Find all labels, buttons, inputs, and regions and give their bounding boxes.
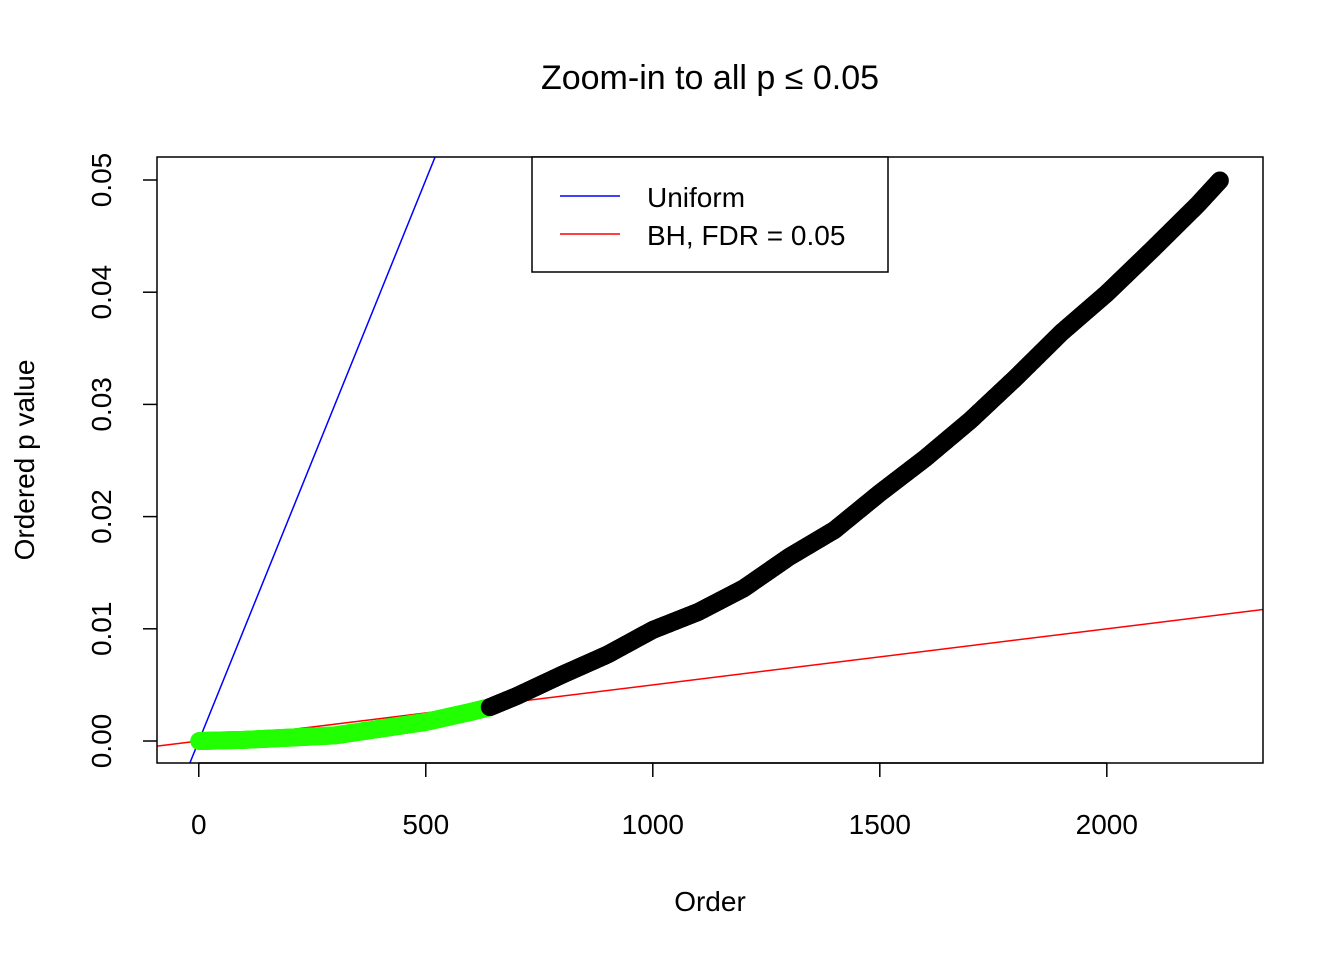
data-point <box>1210 171 1229 190</box>
chart-title: Zoom-in to all p ≤ 0.05 <box>541 59 879 97</box>
x-axis-label: Order <box>674 886 746 917</box>
x-axis: 0 500 1000 1500 2000 <box>191 762 1138 840</box>
x-tick-label: 1000 <box>622 809 684 840</box>
x-tick-label: 500 <box>402 809 449 840</box>
y-axis-label: Ordered p value <box>9 360 40 561</box>
legend-label-bh: BH, FDR = 0.05 <box>647 220 845 251</box>
y-axis: 0.00 0.01 0.02 0.03 0.04 0.05 <box>86 153 157 769</box>
reference-line-bh <box>157 608 1263 747</box>
data-points <box>190 171 1229 751</box>
x-tick-label: 2000 <box>1076 809 1138 840</box>
y-tick-label: 0.02 <box>86 489 117 544</box>
y-tick-label: 0.05 <box>86 153 117 208</box>
y-tick-label: 0.04 <box>86 265 117 320</box>
y-tick-label: 0.00 <box>86 714 117 769</box>
legend: Uniform BH, FDR = 0.05 <box>531 156 889 273</box>
y-tick-label: 0.01 <box>86 602 117 657</box>
legend-label-uniform: Uniform <box>647 182 745 213</box>
x-tick-label: 1500 <box>849 809 911 840</box>
legend-box <box>531 156 889 273</box>
reference-lines <box>157 157 1263 763</box>
y-tick-label: 0.03 <box>86 377 117 432</box>
reference-line-uniform <box>189 157 436 763</box>
x-tick-label: 0 <box>191 809 207 840</box>
